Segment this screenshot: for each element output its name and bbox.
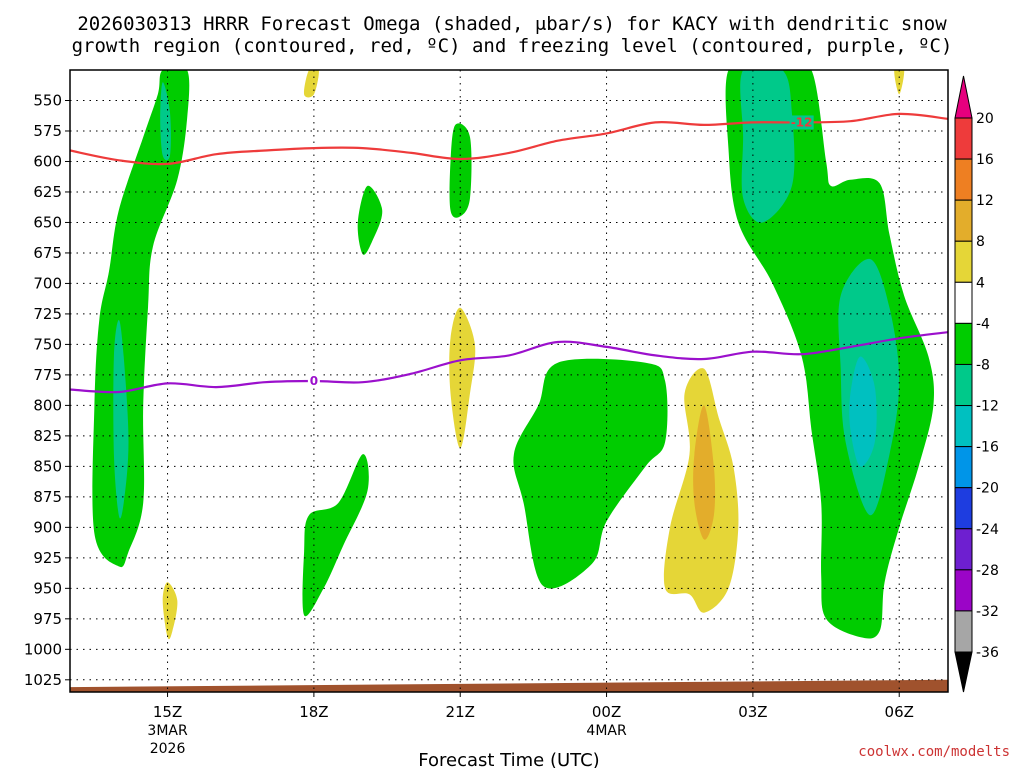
omega-region--4-6: [513, 358, 668, 589]
colorbar-label-4: 4: [976, 275, 985, 291]
x-tick-06Z: 06Z: [885, 703, 914, 721]
omega-region--8-2: [160, 82, 171, 161]
y-tick-775: 775: [33, 366, 62, 384]
omega-region--8-1: [113, 320, 129, 519]
dgz-label-bg: [789, 115, 814, 130]
x-tick-00Z: 00Z: [592, 703, 621, 721]
chart-title-line2: growth region (contoured, red, ºC) and f…: [72, 35, 953, 57]
y-tick-950: 950: [33, 579, 62, 597]
colorbar-swatch-3: [954, 240, 973, 283]
credit-text: coolwx.com/modelts: [858, 744, 1010, 760]
colorbar-swatch-10: [954, 528, 973, 571]
omega-region--8-8: [740, 70, 795, 223]
colorbar-label--28: -28: [976, 563, 999, 579]
colorbar-label--32: -32: [976, 604, 999, 620]
y-tick-850: 850: [33, 457, 62, 475]
x-tick-21Z: 21Z: [446, 703, 475, 721]
x-tick-year-15Z: 2026: [150, 741, 186, 757]
y-tick-700: 700: [33, 274, 62, 292]
y-tick-600: 600: [33, 152, 62, 170]
y-tick-725: 725: [33, 305, 62, 323]
freezing-label-bg: [307, 374, 320, 388]
time-axis: 15Z 3MAR 2026 18Z 21Z 00Z 4MAR 03Z 06Z: [147, 692, 914, 757]
colorbar-label-16: 16: [976, 152, 994, 168]
colorbar-swatch-9: [954, 487, 973, 530]
colorbar-swatch-4: [954, 281, 973, 324]
x-axis-title: Forecast Time (UTC): [418, 750, 599, 768]
colorbar-swatch-6: [954, 363, 973, 407]
colorbar: 20 16 12 8 4 -4 -8 -12 -16 -20 -24 -28 -32 -36: [954, 75, 999, 693]
colorbar-swatch-7: [954, 405, 973, 448]
y-tick-900: 900: [33, 518, 62, 536]
colorbar-swatch-1: [954, 158, 973, 201]
colorbar-swatch-5: [954, 322, 973, 365]
omega-region-8-16: [693, 405, 716, 540]
y-tick-675: 675: [33, 244, 62, 262]
y-tick-550: 550: [33, 91, 62, 109]
x-tick-date-00Z: 4MAR: [586, 723, 627, 739]
omega-region-4-14: [449, 307, 476, 449]
colorbar-swatch-2: [954, 199, 973, 242]
colorbar-top-arrow: [954, 75, 973, 119]
y-tick-875: 875: [33, 488, 62, 506]
chart-title-line1: 2026030313 HRRR Forecast Omega (shaded, …: [77, 13, 947, 35]
dgz-label: -12: [791, 115, 813, 129]
colorbar-label--12: -12: [976, 399, 999, 415]
colorbar-swatch-12: [954, 610, 973, 653]
colorbar-label-12: 12: [976, 193, 994, 209]
omega-region--4-5: [449, 123, 472, 218]
colorbar-swatch-8: [954, 446, 973, 489]
y-tick-800: 800: [33, 396, 62, 414]
x-tick-date-15Z: 3MAR: [147, 723, 188, 739]
colorbar-label--4: -4: [976, 316, 990, 332]
colorbar-label--20: -20: [976, 481, 999, 497]
omega-region--4-4: [357, 185, 383, 255]
y-tick-650: 650: [33, 213, 62, 231]
colorbar-label--8: -8: [976, 357, 990, 373]
omega-region-4-11: [303, 70, 319, 98]
freezing-label: 0: [310, 374, 318, 388]
omega-region-4-12: [894, 70, 905, 95]
ground-fill: [70, 679, 948, 692]
freezing-line: [70, 331, 948, 394]
omega-region--4-7: [725, 70, 934, 639]
pressure-axis: 550 575 600 625 650 675 700 725 750 775 800 825 850 8…: [24, 91, 70, 689]
colorbar-bottom-arrow: [954, 651, 973, 693]
colorbar-label--16: -16: [976, 440, 999, 456]
x-tick-18Z: 18Z: [299, 703, 328, 721]
y-tick-825: 825: [33, 427, 62, 445]
y-tick-625: 625: [33, 183, 62, 201]
y-tick-975: 975: [33, 610, 62, 628]
omega-region--12-10: [849, 356, 877, 467]
colorbar-label-8: 8: [976, 234, 985, 250]
colorbar-label--36: -36: [976, 645, 999, 661]
omega-region--4-3: [302, 454, 369, 617]
x-tick-03Z: 03Z: [738, 703, 767, 721]
x-tick-15Z: 15Z: [153, 703, 182, 721]
ground-layer: [70, 679, 948, 692]
omega-region-4-13: [162, 582, 178, 640]
y-tick-925: 925: [33, 549, 62, 567]
y-tick-750: 750: [33, 335, 62, 353]
omega-shading: [92, 70, 934, 640]
colorbar-swatch-11: [954, 569, 973, 612]
colorbar-swatch-0: [954, 117, 973, 160]
plot-frame: [69, 69, 949, 693]
y-tick-1000: 1000: [24, 640, 62, 658]
y-tick-1025: 1025: [24, 671, 62, 689]
y-tick-575: 575: [33, 122, 62, 140]
colorbar-label--24: -24: [976, 522, 999, 538]
contour-lines: -12 0: [70, 112, 948, 394]
colorbar-label-20: 20: [976, 111, 994, 127]
